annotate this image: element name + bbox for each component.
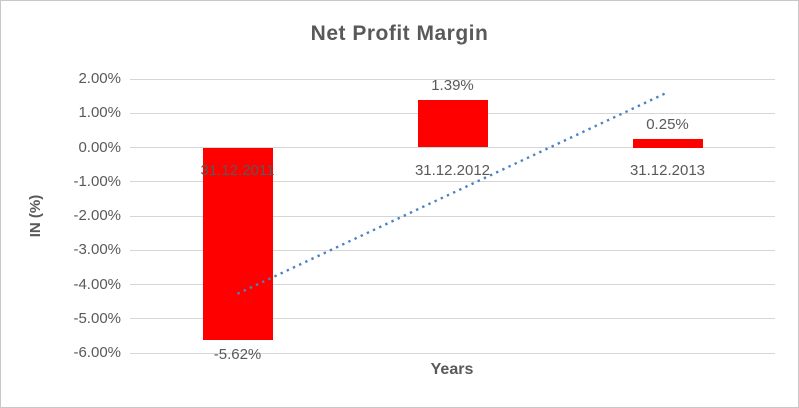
- gridline: [130, 318, 775, 320]
- gridline: [130, 352, 775, 354]
- bar: [417, 99, 488, 148]
- data-label: 0.25%: [646, 115, 689, 133]
- chart-title: Net Profit Margin: [310, 22, 489, 45]
- y-tick-label: -6.00%: [73, 344, 121, 361]
- x-category-label: 31.12.2011: [200, 161, 275, 179]
- x-category-label: 31.12.2013: [629, 161, 706, 179]
- y-tick-label: -5.00%: [73, 309, 121, 327]
- y-tick-label: 1.00%: [78, 104, 121, 122]
- y-tick-label: -3.00%: [73, 241, 121, 259]
- x-axis-title: Years: [430, 361, 474, 378]
- data-label: 1.39%: [431, 76, 474, 94]
- data-label: -5.62%: [213, 345, 262, 363]
- bar: [632, 138, 703, 148]
- y-tick-label: -1.00%: [73, 172, 121, 190]
- y-tick-label: -2.00%: [73, 207, 121, 224]
- y-tick-label: -4.00%: [73, 275, 121, 293]
- gridline: [130, 78, 775, 80]
- y-tick-label: 2.00%: [78, 70, 121, 87]
- y-tick-label: 0.00%: [78, 138, 121, 156]
- x-category-label: 31.12.2012: [414, 161, 491, 179]
